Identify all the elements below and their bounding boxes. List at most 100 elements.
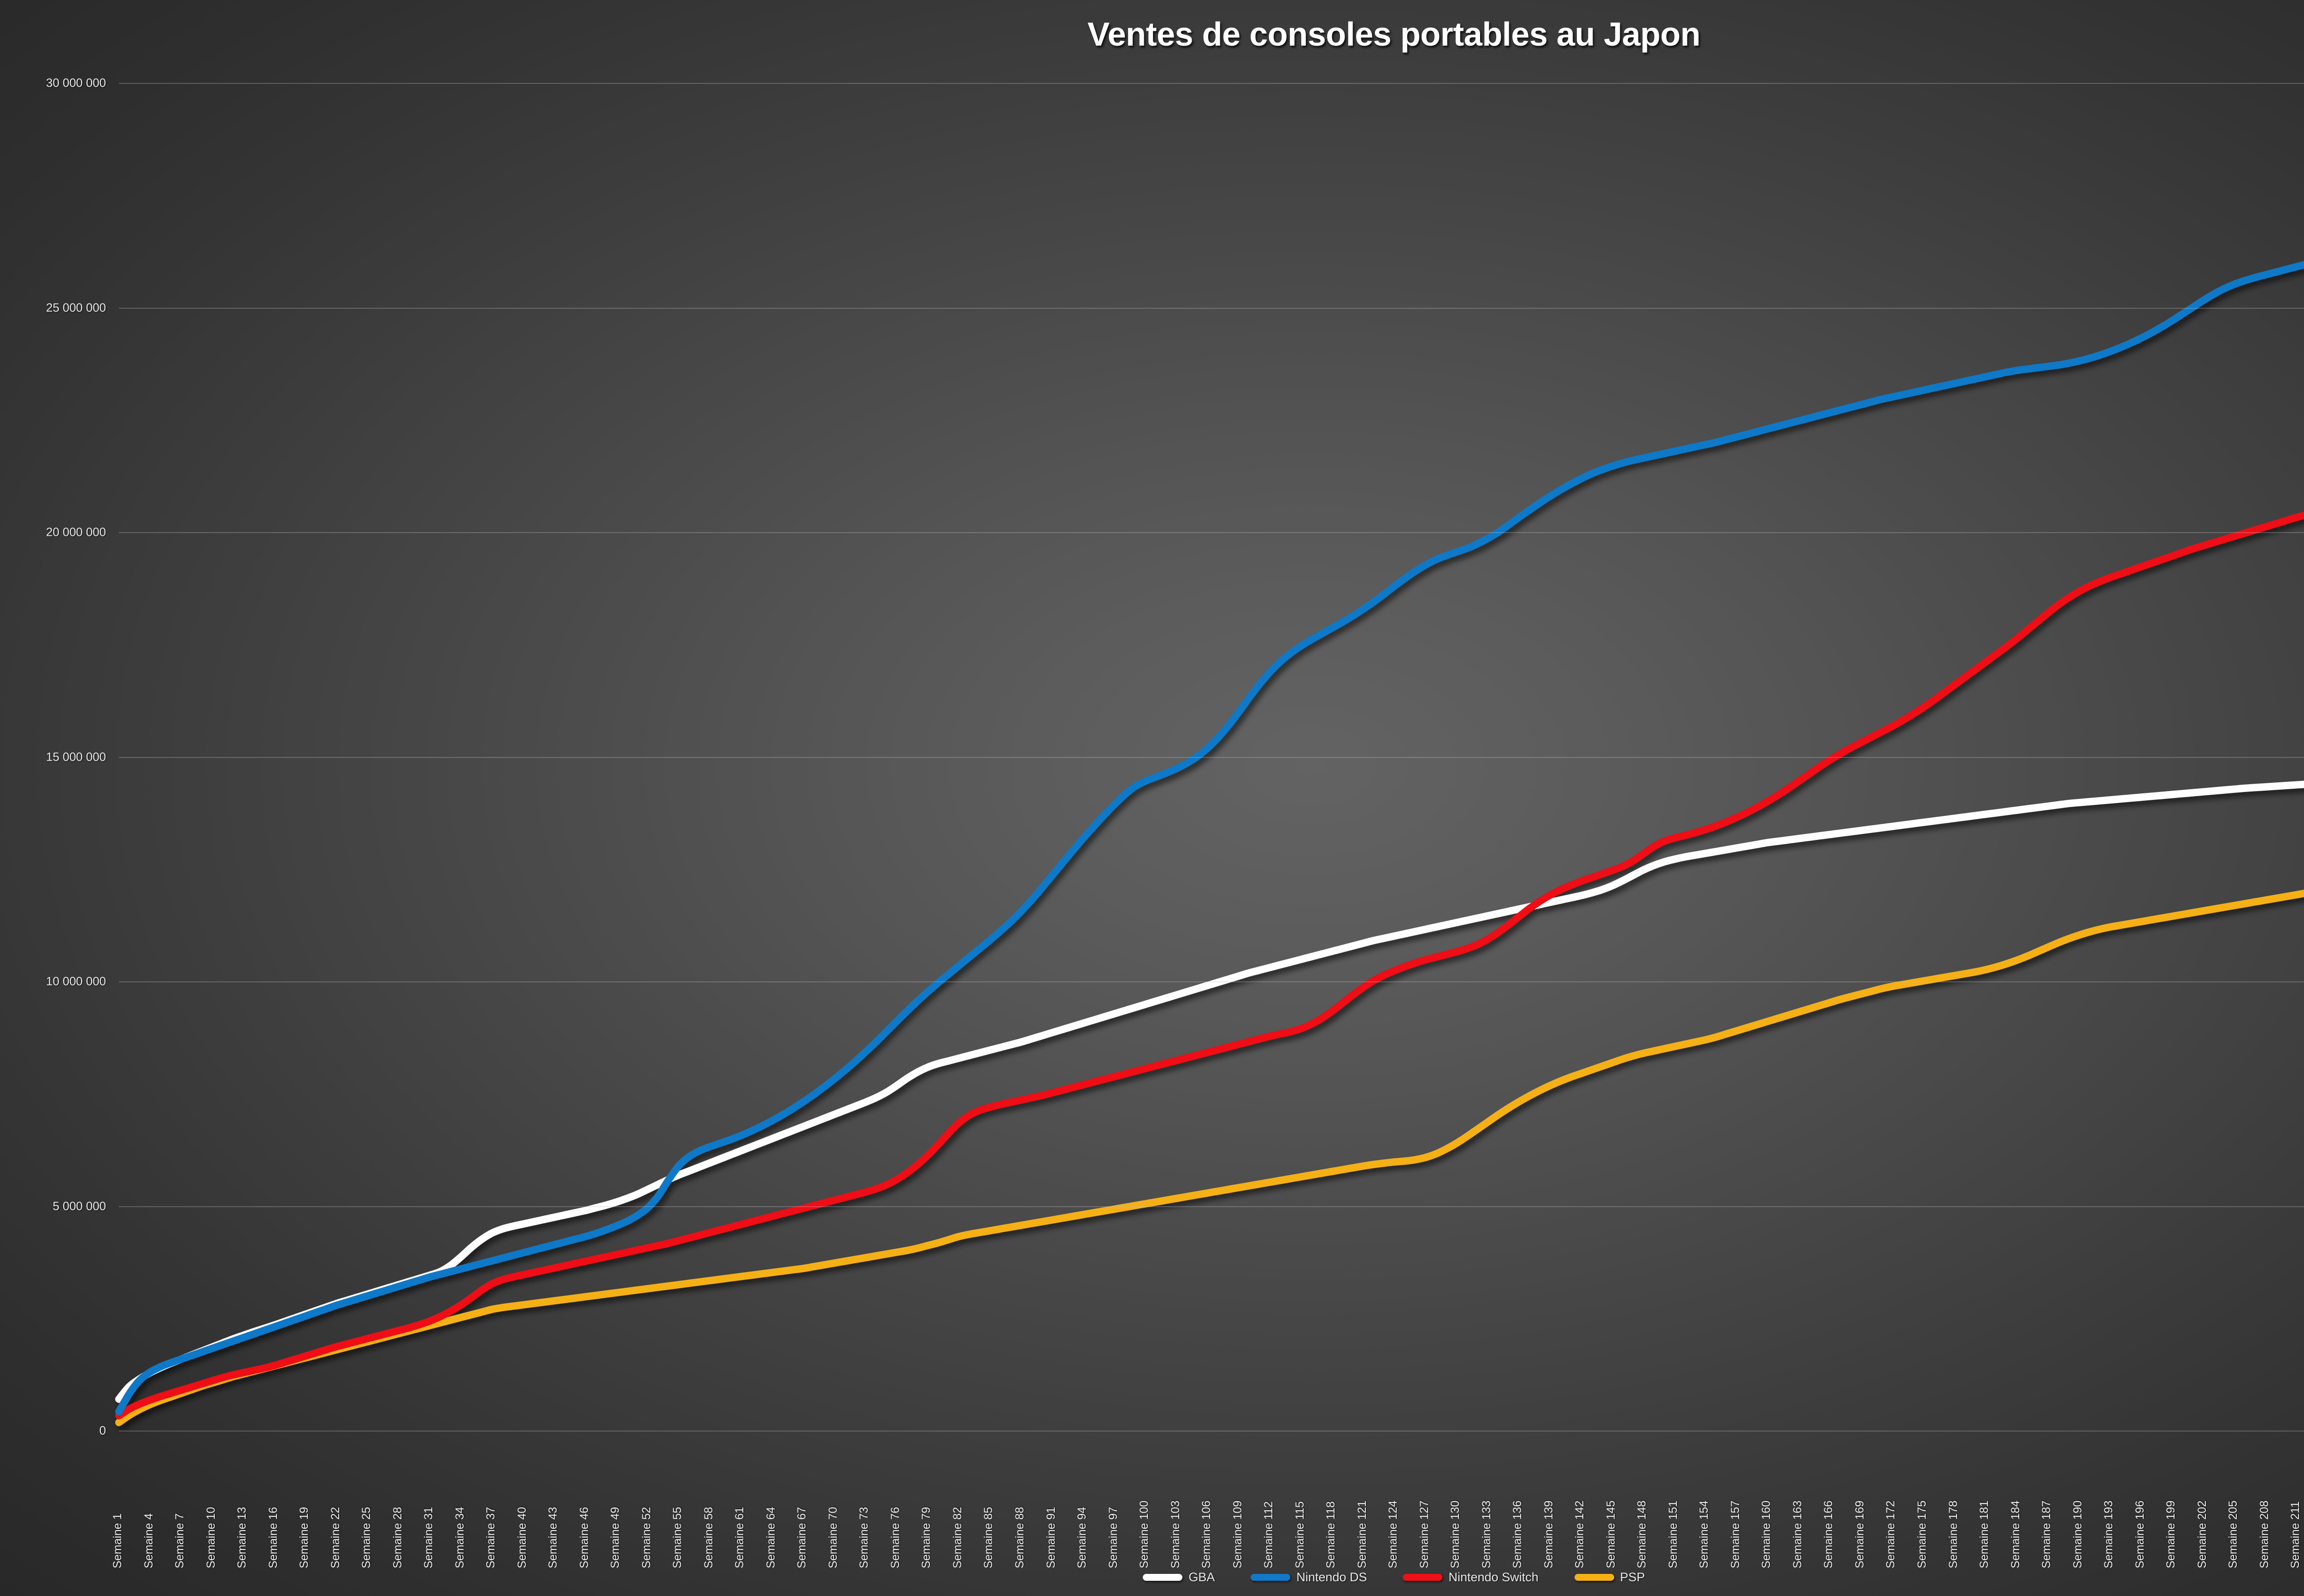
x-axis-tick-label: Semaine 4	[142, 1513, 155, 1568]
x-axis-tick-label: Semaine 10	[204, 1507, 217, 1568]
x-axis-tick-label: Semaine 166	[1822, 1500, 1835, 1568]
legend-label: Nintendo DS	[1296, 1570, 1367, 1584]
y-axis-tick-label: 25 000 000	[46, 300, 106, 314]
x-axis-tick-label: Semaine 115	[1293, 1501, 1306, 1568]
series-layer	[115, 261, 2304, 1426]
x-axis-tick-label: Semaine 142	[1573, 1500, 1587, 1568]
series-line-gba	[115, 780, 2304, 1403]
x-axis-tick-label: Semaine 190	[2071, 1500, 2084, 1568]
x-axis-tick-label: Semaine 103	[1169, 1500, 1182, 1568]
x-axis-tick-label: Semaine 136	[1511, 1500, 1524, 1568]
chart-legend: GBA Nintendo DS Nintendo Switch PSP	[0, 1570, 2304, 1584]
x-axis-tick-label: Semaine 37	[484, 1507, 498, 1568]
x-axis-tick-label: Semaine 73	[858, 1507, 871, 1568]
x-axis-tick-label: Semaine 40	[515, 1507, 529, 1568]
gridline	[119, 532, 2304, 533]
x-axis-tick-label: Semaine 31	[422, 1507, 435, 1568]
legend-label: GBA	[1188, 1570, 1215, 1584]
x-axis-tick-label: Semaine 52	[640, 1507, 653, 1568]
x-axis-tick-label: Semaine 88	[1013, 1507, 1026, 1568]
x-axis-tick-label: Semaine 157	[1728, 1500, 1742, 1568]
x-axis-tick-label: Semaine 85	[982, 1507, 995, 1568]
x-axis-tick-label: Semaine 145	[1604, 1500, 1617, 1568]
x-axis-tick-label: Semaine 193	[2102, 1500, 2116, 1568]
y-axis-tick-label: 5 000 000	[53, 1199, 106, 1213]
x-axis-tick-label: Semaine 19	[298, 1507, 311, 1568]
x-axis-tick-label: Semaine 70	[826, 1507, 840, 1568]
y-axis-tick-label: 30 000 000	[46, 76, 106, 90]
x-axis-tick-label: Semaine 16	[266, 1507, 280, 1568]
x-axis-tick-label: Semaine 91	[1044, 1507, 1058, 1568]
x-axis-tick-label: Semaine 97	[1106, 1507, 1120, 1568]
x-axis-tick-label: Semaine 58	[702, 1507, 715, 1568]
x-axis-tick-label: Semaine 133	[1480, 1500, 1493, 1568]
y-axis: 30 000 000 25 000 000 20 000 000 15 000 000…	[0, 76, 112, 1438]
y-axis-tick-label: 20 000 000	[46, 525, 106, 539]
chart-title: Ventes de consoles portables au Japon	[1087, 16, 1700, 53]
legend-swatch-icon	[1251, 1574, 1291, 1581]
gridline	[119, 1206, 2304, 1207]
x-axis-tick-label: Semaine 46	[577, 1507, 591, 1568]
x-axis-tick-label: Semaine 208	[2257, 1500, 2271, 1568]
x-axis-tick-label: Semaine 196	[2133, 1500, 2146, 1568]
x-axis-tick-label: Semaine 199	[2164, 1500, 2178, 1568]
x-axis-tick-label: Semaine 121	[1355, 1500, 1369, 1568]
x-axis-tick-label: Semaine 94	[1076, 1507, 1089, 1568]
series-line-psp	[115, 889, 2304, 1426]
x-axis-tick-label: Semaine 112	[1262, 1501, 1275, 1568]
y-axis-tick-label: 15 000 000	[46, 750, 106, 763]
x-axis-tick-label: Semaine 163	[1791, 1500, 1804, 1568]
gridline	[119, 307, 2304, 309]
x-axis-tick-label: Semaine 187	[2040, 1500, 2053, 1568]
x-axis-tick-label: Semaine 211	[2289, 1501, 2302, 1568]
legend-item[interactable]: GBA	[1143, 1570, 1215, 1584]
x-axis-tick-label: Semaine 67	[795, 1507, 809, 1568]
y-axis-tick-label: 0	[99, 1423, 106, 1438]
x-axis-tick-label: Semaine 118	[1324, 1501, 1338, 1568]
x-axis-tick-label: Semaine 25	[360, 1507, 373, 1568]
x-axis-tick-label: Semaine 82	[951, 1507, 964, 1568]
legend-label: Nintendo Switch	[1448, 1570, 1539, 1584]
x-axis-tick-label: Semaine 175	[1916, 1500, 1929, 1568]
x-axis-tick-label: Semaine 64	[764, 1507, 777, 1568]
x-axis-tick-label: Semaine 205	[2227, 1500, 2240, 1568]
gridline	[119, 981, 2304, 982]
x-axis-tick-label: Semaine 151	[1666, 1500, 1680, 1568]
x-axis-tick-label: Semaine 76	[888, 1507, 902, 1568]
x-axis-tick-label: Semaine 79	[920, 1507, 933, 1568]
gridline	[119, 757, 2304, 758]
legend-item[interactable]: Nintendo DS	[1251, 1570, 1367, 1584]
x-axis-tick-label: Semaine 139	[1542, 1500, 1555, 1568]
legend-label: PSP	[1620, 1570, 1645, 1584]
x-axis-tick-label: Semaine 22	[329, 1507, 342, 1568]
legend-swatch-icon	[1403, 1574, 1443, 1581]
x-axis-tick-label: Semaine 124	[1387, 1500, 1400, 1568]
x-axis-tick-label: Semaine 13	[235, 1507, 249, 1568]
legend-swatch-icon	[1143, 1574, 1183, 1581]
x-axis-tick-label: Semaine 184	[2009, 1500, 2022, 1568]
x-axis-tick-label: Semaine 178	[1946, 1500, 1960, 1568]
x-axis-tick-label: Semaine 7	[173, 1513, 187, 1568]
x-axis-tick-label: Semaine 106	[1200, 1500, 1213, 1568]
series-line-nintendo-ds	[115, 261, 2304, 1416]
x-axis-tick-label: Semaine 169	[1853, 1500, 1866, 1568]
series-line-nintendo-switch	[115, 511, 2304, 1420]
legend-swatch-icon	[1574, 1574, 1614, 1581]
y-axis-tick-label: 10 000 000	[46, 974, 106, 988]
gridline	[119, 1431, 2304, 1432]
x-axis-tick-label: Semaine 130	[1449, 1500, 1462, 1568]
x-axis-tick-label: Semaine 160	[1760, 1500, 1773, 1568]
legend-item[interactable]: Nintendo Switch	[1403, 1570, 1539, 1584]
x-axis-tick-label: Semaine 55	[671, 1507, 684, 1568]
plot-area	[115, 83, 2304, 1432]
x-axis-tick-label: Semaine 34	[453, 1507, 466, 1568]
x-axis-tick-label: Semaine 100	[1138, 1500, 1151, 1568]
x-axis-tick-label: Semaine 49	[609, 1507, 622, 1568]
x-axis-tick-label: Semaine 109	[1231, 1500, 1244, 1568]
x-axis: Semaine 1 Semaine 4 Semaine 7 Semaine 10 Sem…	[111, 1435, 2304, 1568]
x-axis-tick-label: Semaine 181	[1978, 1500, 1991, 1568]
legend-item[interactable]: PSP	[1574, 1570, 1645, 1584]
x-axis-tick-label: Semaine 1	[111, 1513, 124, 1568]
x-axis-tick-label: Semaine 172	[1884, 1500, 1898, 1568]
